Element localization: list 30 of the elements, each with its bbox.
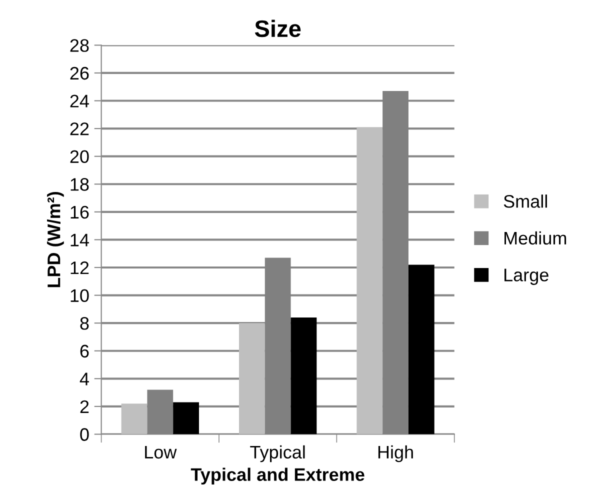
- bar: [121, 404, 148, 434]
- bar: [290, 318, 317, 434]
- y-tick-label: 10: [70, 289, 89, 302]
- legend-label: Large: [504, 268, 548, 285]
- x-axis-title: Typical and Extreme: [190, 468, 364, 485]
- y-tick-label: 18: [70, 178, 89, 191]
- y-tick-label: 8: [80, 317, 89, 330]
- y-tick-label: 28: [70, 39, 89, 52]
- bar: [239, 323, 265, 434]
- y-tick-label: 0: [80, 428, 89, 441]
- legend-label: Medium: [504, 231, 566, 245]
- y-tick-label: 12: [70, 261, 89, 274]
- bar: [173, 402, 199, 434]
- legend-label: Small: [504, 194, 547, 208]
- y-tick-label: 14: [70, 234, 89, 246]
- y-tick-label: 6: [80, 344, 89, 358]
- x-tick-label: High: [378, 445, 413, 462]
- y-tick-label: 2: [80, 400, 89, 413]
- y-tick-label: 4: [80, 372, 89, 386]
- y-axis-title: LPD (W/m²): [47, 192, 64, 288]
- bar: [408, 264, 434, 434]
- y-tick-label: 16: [70, 206, 89, 219]
- bar: [356, 127, 383, 434]
- y-tick-label: 24: [70, 94, 89, 108]
- chart-title: Size: [254, 20, 301, 38]
- x-tick-label: Low: [145, 446, 177, 459]
- y-tick-label: 26: [70, 66, 89, 80]
- x-tick-label: Typical: [250, 445, 305, 462]
- y-tick-label: 20: [70, 150, 89, 164]
- y-tick-label: 22: [70, 122, 89, 136]
